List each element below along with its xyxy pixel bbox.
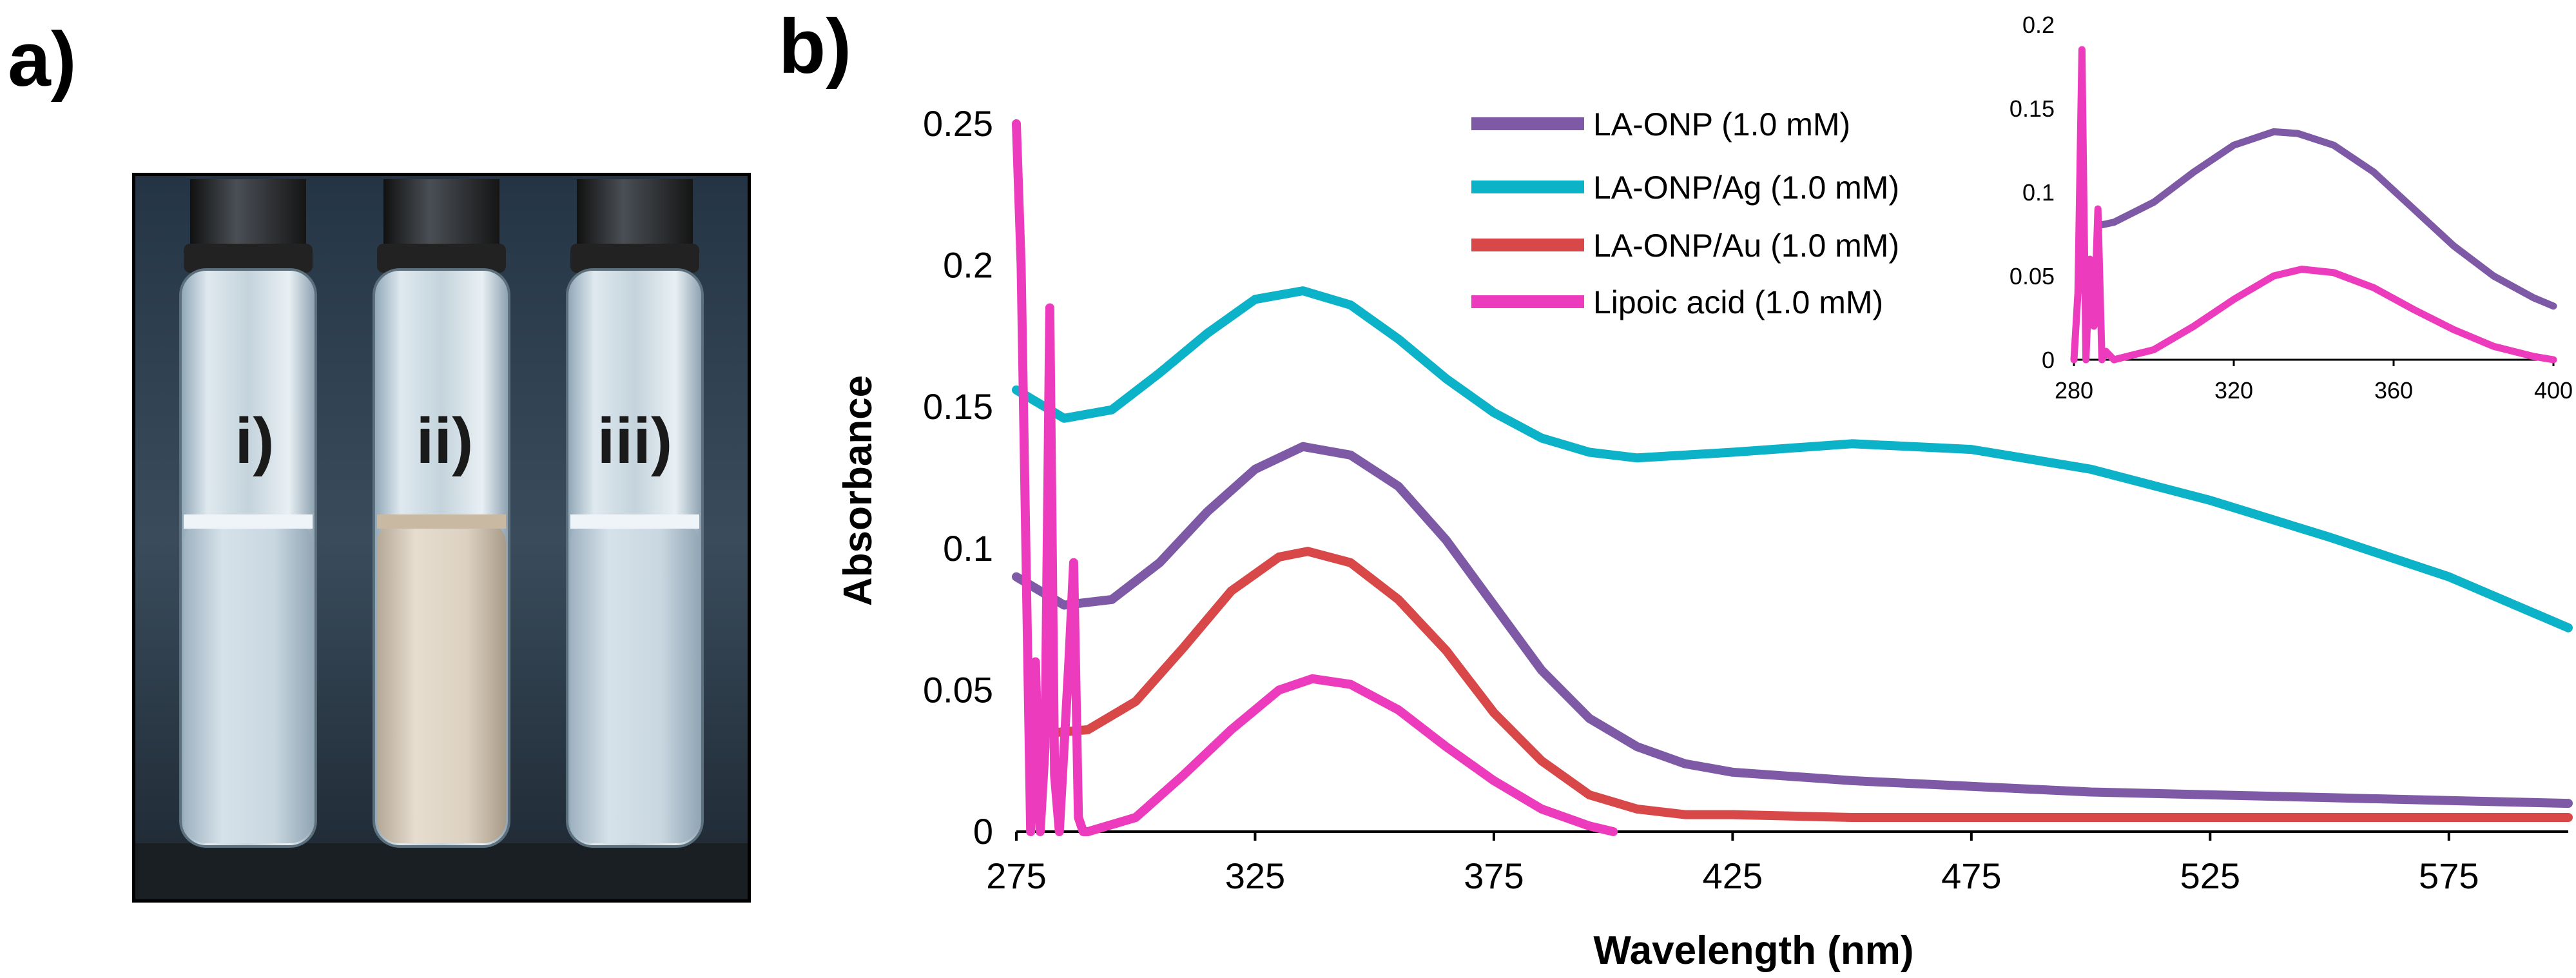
legend-label-la-onp-au: LA-ONP/Au (1.0 mM) xyxy=(1593,228,1899,264)
x-tick-label: 425 xyxy=(1703,856,1763,896)
main-plot: 275 325 375 425 475 525 575 0 0.05 0.1 0.15 0.2 0.25… xyxy=(836,103,2573,973)
x-tick-label: 575 xyxy=(2419,856,2479,896)
series-line-la-onp-au xyxy=(1050,547,2573,822)
inset-x-tick-label: 360 xyxy=(2374,377,2413,404)
series-line-lipoic-acid xyxy=(1012,119,1618,836)
y-tick-label: 0.2 xyxy=(943,245,993,286)
y-tick-label: 0.15 xyxy=(923,386,993,427)
panel-b-label: b) xyxy=(779,3,852,90)
inset-y-tick-label: 0.05 xyxy=(2009,263,2055,289)
panel-a-label: a) xyxy=(8,16,77,103)
y-tick-label: 0 xyxy=(973,811,993,852)
inset-x-tick-label: 280 xyxy=(2055,377,2093,404)
vial-label-2: ii) xyxy=(416,405,474,477)
vials-photo: i) ii) iii) xyxy=(132,173,751,903)
legend-label-la-onp: LA-ONP (1.0 mM) xyxy=(1593,106,1850,142)
vial-label-1: i) xyxy=(235,405,274,477)
x-axis-title: Wavelength (nm) xyxy=(1593,928,1913,973)
x-tick-label: 375 xyxy=(1464,856,1524,896)
vial-3 xyxy=(566,179,704,848)
inset-y-tick-label: 0.2 xyxy=(2022,12,2055,38)
inset-y-tick-label: 0 xyxy=(2042,347,2055,373)
inset-plot: 280 320 360 400 0 0.05 0.1 0.15 0.2 xyxy=(2009,12,2573,404)
y-axis-title: Absorbance xyxy=(836,375,880,606)
vial-1 xyxy=(179,179,317,848)
inset-x-tick-label: 320 xyxy=(2214,377,2253,404)
y-tick-label: 0.05 xyxy=(923,669,993,710)
legend-label-la-onp-ag: LA-ONP/Ag (1.0 mM) xyxy=(1593,170,1899,206)
x-tick-label: 275 xyxy=(986,856,1046,896)
series-line-la-onp-ag xyxy=(1012,286,2573,632)
series-line-la-onp xyxy=(1012,442,2573,808)
vial-2 xyxy=(373,179,510,848)
vial-label-3: iii) xyxy=(597,405,673,477)
x-tick-label: 325 xyxy=(1225,856,1285,896)
inset-series-line-la-onp xyxy=(2094,128,2557,310)
inset-y-tick-label: 0.1 xyxy=(2022,179,2055,206)
x-tick-label: 475 xyxy=(1941,856,2001,896)
inset-series-line-lipoic-acid xyxy=(2070,46,2557,364)
legend-label-lipoic-acid: Lipoic acid (1.0 mM) xyxy=(1593,284,1883,320)
y-tick-label: 0.1 xyxy=(943,528,993,569)
legend: LA-ONP (1.0 mM) LA-ONP/Ag (1.0 mM) LA-ONP/… xyxy=(1471,106,1899,320)
inset-y-tick-label: 0.15 xyxy=(2009,95,2055,122)
y-tick-label: 0.25 xyxy=(923,103,993,144)
x-tick-label: 525 xyxy=(2180,856,2240,896)
inset-x-tick-label: 400 xyxy=(2534,377,2573,404)
